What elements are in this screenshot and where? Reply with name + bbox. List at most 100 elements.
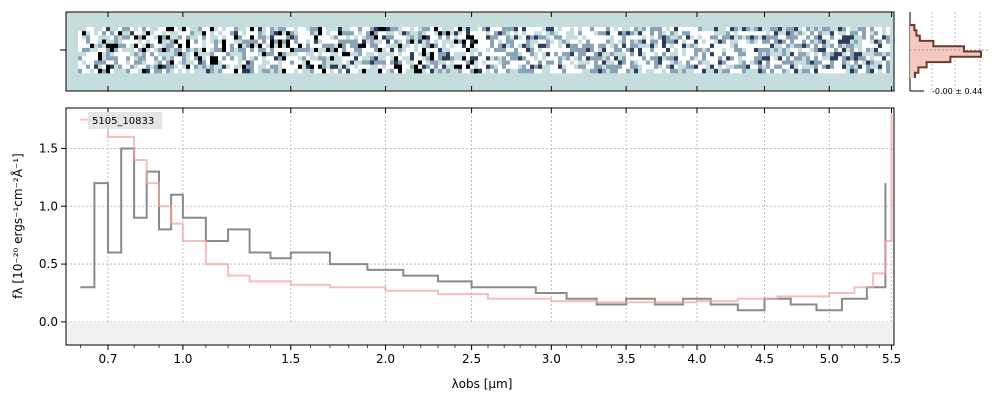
heatmap-cell bbox=[686, 31, 690, 36]
heatmap-cell bbox=[98, 31, 102, 36]
heatmap-cell bbox=[758, 31, 762, 36]
heatmap-cell bbox=[326, 64, 330, 70]
heatmap-cell bbox=[866, 35, 870, 40]
profile-fill bbox=[910, 25, 981, 78]
heatmap-cell bbox=[630, 64, 634, 70]
heatmap-cell bbox=[742, 31, 746, 36]
heatmap-cell bbox=[494, 47, 498, 53]
heatmap-cell bbox=[618, 56, 622, 61]
heatmap-cell bbox=[86, 68, 90, 74]
heatmap-cell bbox=[722, 27, 726, 32]
heatmap-cell bbox=[234, 27, 238, 32]
heatmap-cell bbox=[546, 52, 550, 57]
heatmap-cell bbox=[814, 47, 818, 53]
heatmap-cell bbox=[266, 64, 270, 70]
heatmap-cell bbox=[334, 60, 338, 65]
heatmap-cell bbox=[554, 39, 558, 45]
heatmap-cell bbox=[678, 27, 682, 32]
heatmap-cell bbox=[374, 39, 378, 45]
heatmap-cell bbox=[590, 56, 594, 61]
heatmap-cell bbox=[554, 35, 558, 40]
heatmap-cell bbox=[746, 47, 750, 53]
heatmap-cell bbox=[482, 35, 486, 40]
heatmap-cell bbox=[442, 52, 446, 57]
heatmap-cell bbox=[478, 60, 482, 65]
heatmap-cell bbox=[330, 35, 334, 40]
heatmap-cell bbox=[570, 68, 574, 74]
heatmap-cell bbox=[446, 56, 450, 61]
heatmap-cell bbox=[690, 68, 694, 74]
heatmap-cell bbox=[858, 56, 862, 61]
heatmap-cell bbox=[810, 52, 814, 57]
heatmap-cell bbox=[702, 64, 706, 70]
heatmap-cell bbox=[530, 52, 534, 57]
heatmap-cell bbox=[738, 56, 742, 61]
heatmap-cell bbox=[466, 31, 470, 36]
heatmap-cell bbox=[734, 64, 738, 70]
heatmap-cell bbox=[438, 43, 442, 49]
heatmap-cell bbox=[454, 56, 458, 61]
heatmap-cell bbox=[186, 35, 190, 40]
heatmap-cell bbox=[350, 60, 354, 65]
heatmap-cell bbox=[522, 64, 526, 70]
heatmap-cell bbox=[138, 64, 142, 70]
heatmap-cell bbox=[82, 56, 86, 61]
heatmap-cell bbox=[758, 27, 762, 32]
heatmap-cell bbox=[422, 43, 426, 49]
heatmap-cell bbox=[134, 56, 138, 61]
heatmap-cell bbox=[154, 64, 158, 70]
heatmap-cell bbox=[186, 64, 190, 70]
heatmap-cell bbox=[474, 35, 478, 40]
heatmap-cell bbox=[134, 60, 138, 65]
heatmap-cell bbox=[790, 35, 794, 40]
heatmap-cell bbox=[554, 47, 558, 53]
heatmap-cell bbox=[770, 64, 774, 70]
heatmap-cell bbox=[670, 35, 674, 40]
heatmap-cell bbox=[530, 43, 534, 49]
heatmap-cell bbox=[106, 60, 110, 65]
heatmap-cell bbox=[306, 31, 310, 36]
heatmap-cell bbox=[658, 47, 662, 53]
heatmap-cell bbox=[142, 60, 146, 65]
heatmap-cell bbox=[574, 64, 578, 70]
heatmap-cell bbox=[526, 47, 530, 53]
heatmap-cell bbox=[270, 64, 274, 70]
heatmap-cell bbox=[498, 31, 502, 36]
heatmap-cell bbox=[678, 60, 682, 65]
heatmap-cell bbox=[182, 27, 186, 32]
heatmap-cell bbox=[778, 39, 782, 45]
heatmap-cell bbox=[774, 52, 778, 57]
heatmap-cell bbox=[282, 31, 286, 36]
heatmap-cell bbox=[274, 31, 278, 36]
heatmap-cell bbox=[750, 52, 754, 57]
heatmap-cell bbox=[122, 39, 126, 45]
heatmap-cell bbox=[702, 60, 706, 65]
heatmap-cell bbox=[130, 56, 134, 61]
heatmap-cell bbox=[294, 47, 298, 53]
heatmap-cell bbox=[502, 47, 506, 53]
heatmap-cell bbox=[86, 56, 90, 61]
heatmap-cell bbox=[370, 60, 374, 65]
heatmap-cell bbox=[534, 39, 538, 45]
x-axis-label: λobs [μm] bbox=[452, 377, 513, 391]
heatmap-cell bbox=[558, 47, 562, 53]
heatmap-cell bbox=[190, 35, 194, 40]
heatmap-cell bbox=[162, 39, 166, 45]
heatmap-cell bbox=[490, 47, 494, 53]
heatmap-cell bbox=[430, 39, 434, 45]
heatmap-cell bbox=[254, 47, 258, 53]
heatmap-cell bbox=[858, 47, 862, 53]
heatmap-cell bbox=[226, 52, 230, 57]
heatmap-cell bbox=[486, 64, 490, 70]
heatmap-cell bbox=[834, 68, 838, 74]
heatmap-cell bbox=[414, 31, 418, 36]
heatmap-cell bbox=[450, 39, 454, 45]
heatmap-cell bbox=[314, 39, 318, 45]
heatmap-cell bbox=[850, 52, 854, 57]
heatmap-cell bbox=[150, 52, 154, 57]
heatmap-cell bbox=[410, 68, 414, 74]
heatmap-cell bbox=[86, 43, 90, 49]
heatmap-cell bbox=[850, 60, 854, 65]
heatmap-cell bbox=[190, 43, 194, 49]
heatmap-cell bbox=[194, 64, 198, 70]
